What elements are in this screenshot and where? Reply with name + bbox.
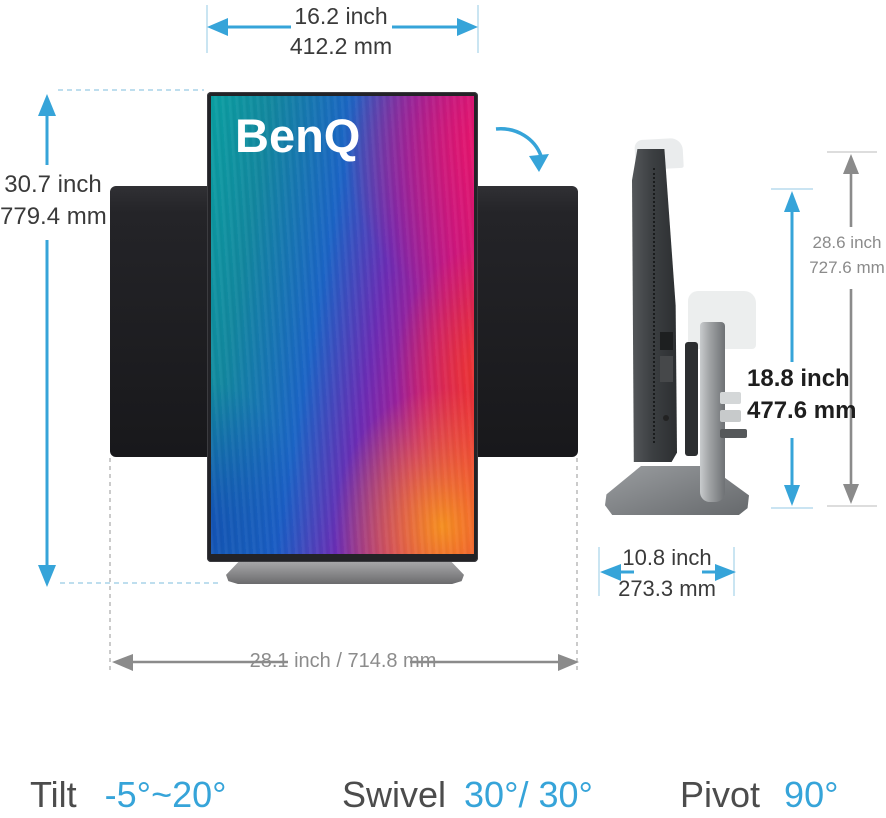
stand-height-arrow [771,188,813,509]
swivel-value: 30°/ 30° [464,774,593,815]
side-headphone-hook [720,429,747,438]
portrait-height-mm-label: 779.4 mm [0,203,107,230]
pivot-rotation-arrow [495,127,549,172]
base-width-label: 28.1 inch / 714.8 mm [249,650,437,672]
max-height-mm-label: 727.6 mm [809,258,885,277]
base-depth-arrow [598,547,736,596]
tilt-value: -5°~20° [104,774,227,815]
portrait-height-inch-label: 30.7 inch [4,171,102,198]
monitor-stand-base-front [226,560,464,584]
side-port-detail [660,356,673,382]
max-height-arrow [827,151,877,507]
portrait-height-arrow [38,89,218,587]
tilt-label: Tilt [30,774,77,815]
max-height-inch-label: 28.6 inch [812,233,882,252]
tilt-spec: Tilt -5°~20° [30,774,227,816]
benq-logo: BenQ [235,109,361,162]
pivot-spec: Pivot 90° [680,774,839,816]
pivot-label: Pivot [680,774,761,815]
side-port-detail [660,332,673,350]
base-depth-mm-label: 273.3 mm [618,576,716,601]
screen-width-arrow [206,5,479,53]
side-cable-tab [720,410,741,422]
side-view-mount-bracket [685,342,698,456]
monitor-portrait-view: BenQ [207,92,478,562]
screen-width-inch-label: 16.2 inch [294,3,388,29]
base-width-arrow [109,458,579,674]
side-button-detail [663,415,669,421]
stand-height-inch-label: 18.8 inch [747,365,850,392]
side-cable-tab [720,392,741,404]
base-depth-inch-label: 10.8 inch [622,545,712,570]
pivot-value: 90° [784,774,839,815]
swivel-spec: Swivel 30°/ 30° [342,774,593,816]
swivel-label: Swivel [342,774,447,815]
monitor-screen-artwork: BenQ [211,96,474,554]
stand-height-mm-label: 477.6 mm [747,397,857,424]
screen-width-mm-label: 412.2 mm [289,33,393,59]
